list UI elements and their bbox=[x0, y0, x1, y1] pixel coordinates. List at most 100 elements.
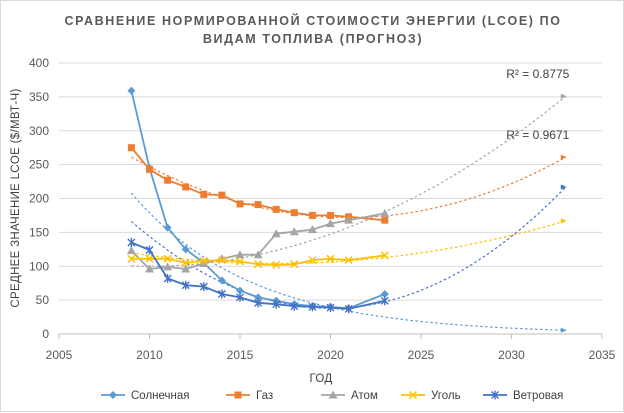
y-tick-label-400: 400 bbox=[29, 56, 49, 70]
data-point-1-11 bbox=[327, 211, 334, 219]
data-point-2-0 bbox=[126, 246, 136, 255]
r-squared-labels: R² = 0.9671 R² = 0.8775 bbox=[506, 67, 569, 142]
chart-title-line-1: СРАВНЕНИЕ НОРМИРОВАННОЙ СТОИМОСТИ ЭНЕРГИ… bbox=[64, 13, 561, 28]
y-tick-label-100: 100 bbox=[29, 259, 49, 273]
legend-marker-4 bbox=[491, 390, 499, 400]
y-axis-label: СРЕДНЕЕ ЗНАЧЕНИЕ LCOE ($/МВТ-Ч) bbox=[10, 88, 22, 307]
y-tick-label-50: 50 bbox=[36, 293, 50, 307]
data-point-3-12 bbox=[344, 256, 353, 265]
data-point-0-13 bbox=[380, 290, 389, 299]
data-point-2-2 bbox=[163, 262, 173, 271]
data-point-3-3 bbox=[181, 258, 190, 267]
data-point-2-9 bbox=[289, 227, 299, 236]
chart-title: СРАВНЕНИЕ НОРМИРОВАННОЙ СТОИМОСТИ ЭНЕРГИ… bbox=[64, 13, 561, 46]
data-point-3-1 bbox=[145, 254, 154, 263]
series-line-4 bbox=[131, 241, 385, 310]
data-point-1-6 bbox=[236, 200, 244, 208]
data-point-1-7 bbox=[254, 201, 262, 209]
data-point-3-9 bbox=[290, 260, 299, 269]
y-tick-label-150: 150 bbox=[29, 225, 49, 239]
data-point-3-8 bbox=[272, 260, 281, 269]
trendline-end-arrow-2 bbox=[560, 93, 567, 99]
data-point-4-3 bbox=[181, 280, 190, 290]
trendline-end-arrow-3 bbox=[560, 218, 567, 224]
y-tick-label-200: 200 bbox=[29, 192, 49, 206]
data-point-4-0 bbox=[127, 238, 136, 248]
legend-label-3: Уголь bbox=[431, 390, 461, 402]
data-point-3-13 bbox=[380, 251, 389, 260]
trendline-end-arrow-0 bbox=[560, 327, 567, 333]
data-point-1-1 bbox=[146, 165, 153, 173]
gridlines bbox=[59, 62, 602, 301]
data-point-0-6 bbox=[236, 286, 244, 295]
data-point-3-2 bbox=[163, 254, 172, 263]
data-point-4-1 bbox=[145, 245, 154, 255]
data-point-2-3 bbox=[181, 264, 191, 273]
data-point-0-3 bbox=[181, 245, 190, 254]
x-tick-label-2010: 2010 bbox=[136, 348, 163, 362]
legend-label-2: Атом bbox=[351, 390, 378, 402]
data-point-4-4 bbox=[199, 282, 208, 292]
data-point-4-11 bbox=[326, 303, 335, 313]
data-point-1-5 bbox=[218, 191, 226, 199]
legend-label-0: Солнечная bbox=[131, 390, 190, 402]
x-tick-label-2035: 2035 bbox=[589, 348, 616, 362]
data-point-2-13 bbox=[380, 208, 390, 217]
data-point-4-10 bbox=[308, 302, 317, 312]
data-point-0-7 bbox=[254, 293, 263, 302]
data-point-2-4 bbox=[199, 259, 209, 268]
data-point-2-1 bbox=[145, 264, 154, 273]
data-point-2-10 bbox=[307, 225, 317, 234]
y-tick-label-250: 250 bbox=[29, 158, 49, 172]
data-point-1-13 bbox=[381, 216, 389, 224]
r-squared-label-1: R² = 0.9671 bbox=[506, 128, 569, 142]
trendline-end-arrow-4 bbox=[560, 184, 567, 190]
data-point-4-8 bbox=[272, 299, 281, 309]
legend: Солнечная Газ Атом Уголь Ветровая bbox=[101, 390, 563, 402]
data-point-4-6 bbox=[236, 292, 244, 302]
data-point-3-11 bbox=[326, 254, 335, 263]
r-squared-label-2: R² = 0.8775 bbox=[506, 67, 569, 81]
legend-label-4: Ветровая bbox=[513, 390, 563, 402]
y-tick-label-300: 300 bbox=[29, 124, 49, 138]
legend-marker-3 bbox=[408, 390, 418, 400]
legend-marker-2 bbox=[328, 390, 338, 399]
data-point-3-0 bbox=[127, 254, 136, 263]
x-tick-label-2005: 2005 bbox=[46, 348, 73, 362]
axes: 0 50 100 150 200 250 300 350 400 2005 2010 2015 2020… bbox=[29, 56, 616, 362]
x-tick-label-2025: 2025 bbox=[408, 348, 435, 362]
x-tick-label-2015: 2015 bbox=[227, 348, 254, 362]
trendlines bbox=[130, 93, 567, 333]
legend-marker-1 bbox=[234, 391, 242, 399]
data-point-4-12 bbox=[344, 304, 353, 314]
data-point-4-7 bbox=[254, 298, 263, 308]
trendline-4 bbox=[131, 186, 567, 309]
data-point-3-7 bbox=[254, 260, 263, 269]
data-point-2-11 bbox=[326, 219, 335, 228]
y-tick-label-350: 350 bbox=[29, 90, 49, 104]
trendline-end-arrow-1 bbox=[560, 154, 567, 160]
data-point-1-3 bbox=[182, 183, 190, 191]
data-series bbox=[126, 86, 390, 314]
data-point-3-10 bbox=[308, 256, 317, 265]
x-axis-label: ГОД bbox=[310, 373, 333, 385]
series-line-3 bbox=[131, 254, 385, 266]
data-point-3-4 bbox=[199, 256, 208, 265]
x-tick-label-2030: 2030 bbox=[498, 348, 525, 362]
data-point-1-0 bbox=[127, 144, 135, 152]
legend-marker-0 bbox=[109, 391, 117, 399]
data-point-1-2 bbox=[164, 176, 172, 184]
data-point-2-12 bbox=[344, 215, 354, 224]
data-point-2-7 bbox=[253, 250, 263, 259]
data-point-1-8 bbox=[272, 205, 280, 213]
data-point-0-0 bbox=[127, 86, 136, 95]
trendline-1 bbox=[131, 156, 567, 219]
data-point-2-6 bbox=[235, 250, 245, 259]
data-point-3-6 bbox=[235, 257, 245, 266]
series-line-1 bbox=[130, 147, 385, 222]
data-point-1-4 bbox=[200, 190, 208, 198]
data-point-3-5 bbox=[217, 256, 226, 265]
data-point-1-10 bbox=[308, 211, 316, 219]
chart-title-line-2: ВИДАМ ТОПЛИВА (ПРОГНОЗ) bbox=[203, 32, 423, 46]
